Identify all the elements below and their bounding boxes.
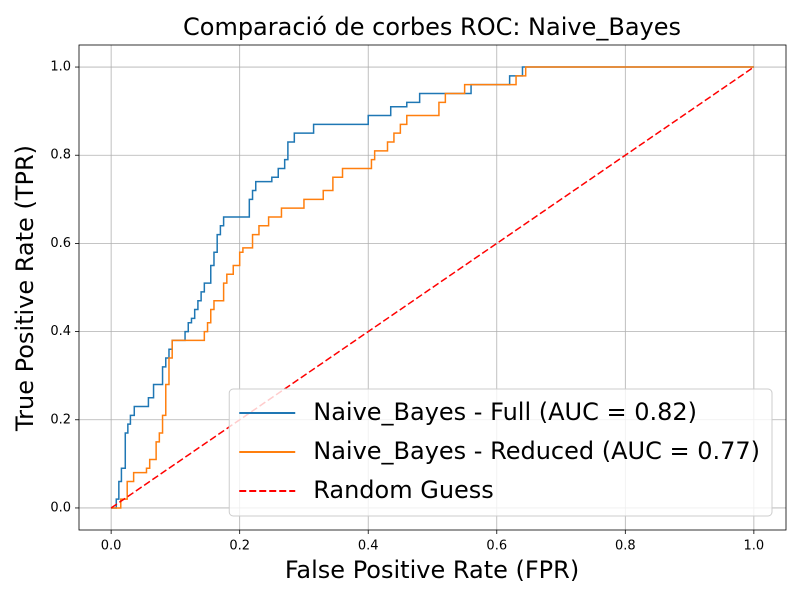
roc-line bbox=[111, 66, 754, 509]
legend: Naive_Bayes - Full (AUC = 0.82) Naive_Bay… bbox=[228, 388, 773, 517]
y-tick-label: 0.2 bbox=[50, 412, 71, 427]
x-tick-label: 0.4 bbox=[358, 539, 379, 554]
legend-label: Naive_Bayes - Full (AUC = 0.82) bbox=[313, 398, 697, 426]
x-tick-label: 1.0 bbox=[744, 539, 765, 554]
x-tick-label: 0.2 bbox=[229, 539, 250, 554]
y-tick-label: 0.4 bbox=[50, 324, 71, 339]
x-axis-label: False Positive Rate (FPR) bbox=[285, 556, 579, 584]
chart-title: Comparació de corbes ROC: Naive_Bayes bbox=[183, 13, 681, 41]
legend-label: Naive_Bayes - Reduced (AUC = 0.77) bbox=[313, 437, 760, 465]
y-axis-label: True Positive Rate (TPR) bbox=[11, 145, 39, 432]
y-tick-label: 0.8 bbox=[50, 148, 71, 163]
legend-label: Random Guess bbox=[313, 476, 494, 504]
x-tick-label: 0.0 bbox=[101, 539, 122, 554]
x-tick-label: 0.8 bbox=[615, 539, 636, 554]
y-tick-label: 0.6 bbox=[50, 236, 71, 251]
y-tick-label: 1.0 bbox=[50, 60, 71, 75]
plot-frame bbox=[78, 44, 787, 531]
legend-box bbox=[228, 388, 773, 517]
x-tick-label: 0.6 bbox=[486, 539, 507, 554]
roc-line bbox=[111, 66, 754, 509]
y-tick-label: 0.0 bbox=[50, 500, 71, 515]
